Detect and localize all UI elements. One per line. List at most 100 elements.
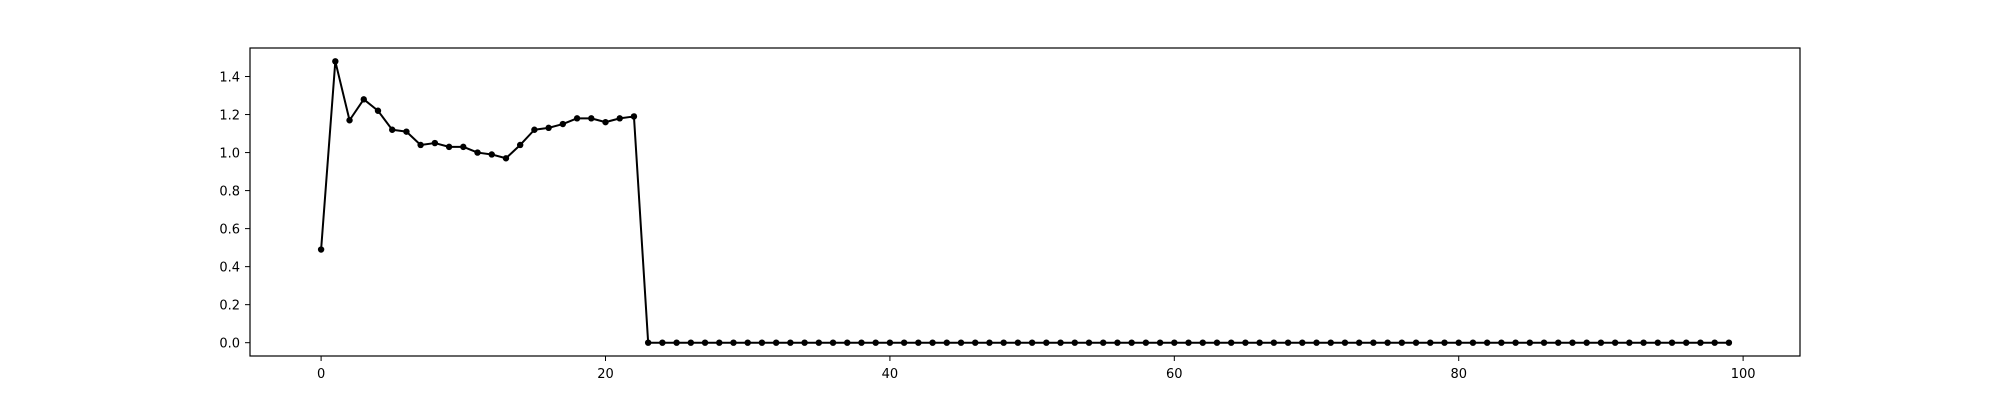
data-point (1299, 339, 1306, 346)
data-point (659, 339, 666, 346)
data-point (701, 339, 709, 346)
data-point (1185, 339, 1192, 346)
data-point (1313, 339, 1320, 346)
data-point (1697, 339, 1704, 346)
data-point (1412, 339, 1420, 346)
data-point (502, 155, 510, 162)
data-point (1683, 339, 1690, 346)
data-point (1128, 339, 1135, 346)
data-point (588, 115, 595, 122)
x-tick-label: 60 (1166, 367, 1183, 382)
data-point (886, 339, 894, 346)
data-point (1156, 339, 1164, 346)
data-point (1498, 339, 1505, 346)
y-tick-label: 0.0 (219, 337, 240, 352)
y-tick-label: 0.8 (219, 185, 240, 200)
x-tick-label: 20 (597, 367, 614, 382)
data-point (531, 126, 538, 133)
data-point (1427, 339, 1434, 346)
data-point (602, 118, 609, 126)
data-point (488, 151, 495, 158)
data-point (1569, 339, 1576, 346)
data-point (957, 339, 965, 346)
data-point (1114, 339, 1121, 346)
data-point (1199, 339, 1206, 346)
x-tick-label: 40 (882, 367, 899, 382)
x-tick-label: 0 (317, 367, 325, 382)
data-point (744, 339, 751, 346)
data-point (1483, 339, 1491, 346)
y-tick-label: 1.2 (219, 109, 240, 124)
data-point (1085, 339, 1093, 346)
data-point (1654, 339, 1661, 346)
data-point (772, 339, 780, 346)
data-point (1398, 339, 1406, 346)
data-point (1341, 339, 1349, 346)
data-point (1597, 339, 1605, 346)
data-point (858, 339, 865, 346)
plot-frame (249, 47, 1801, 357)
x-tick-label: 80 (1450, 367, 1467, 382)
data-point (716, 339, 723, 346)
y-axis: 0.0 0.2 0.4 0.6 0.8 1.0 1.2 1.4 (219, 71, 250, 352)
data-point (1100, 339, 1107, 346)
data-point (559, 120, 567, 128)
data-point (1526, 339, 1534, 346)
data-point (1057, 339, 1064, 346)
data-point (844, 339, 851, 346)
data-point (1725, 339, 1733, 346)
data-point (758, 339, 766, 346)
data-point (1469, 339, 1477, 346)
data-point (1213, 339, 1221, 346)
data-point (1668, 339, 1676, 346)
data-point (1384, 339, 1391, 346)
data-point (1327, 339, 1334, 346)
y-tick-label: 0.6 (219, 223, 240, 238)
data-point (474, 149, 481, 156)
data-point (1227, 339, 1235, 346)
y-tick-label: 0.4 (219, 261, 240, 276)
data-points (317, 58, 1733, 346)
y-tick-label: 1.4 (219, 71, 240, 86)
data-point (829, 339, 837, 346)
data-point (730, 339, 737, 346)
data-point (1626, 339, 1633, 346)
data-point (1540, 339, 1548, 346)
x-tick-label: 100 (1731, 367, 1756, 382)
data-point (1000, 339, 1007, 346)
data-point (972, 339, 979, 346)
data-point (360, 96, 367, 103)
data-point (460, 143, 467, 151)
data-point (1611, 339, 1619, 346)
data-point (573, 115, 581, 122)
data-point (1071, 339, 1078, 346)
data-point (673, 339, 680, 346)
data-point (787, 339, 794, 346)
data-point (445, 143, 453, 151)
data-point (1640, 339, 1647, 346)
data-point (1256, 339, 1263, 346)
data-point (1171, 339, 1178, 346)
data-point (346, 117, 353, 124)
data-point (545, 124, 552, 132)
data-point (1583, 339, 1590, 346)
data-point (1242, 339, 1249, 346)
data-point (1370, 339, 1377, 346)
data-point (815, 339, 823, 346)
data-point (644, 339, 652, 346)
data-point (1284, 339, 1292, 346)
data-point (389, 126, 396, 133)
data-point (943, 339, 950, 346)
data-point (1512, 339, 1519, 346)
data-point (332, 58, 339, 65)
data-point (872, 339, 879, 346)
data-point (687, 339, 695, 346)
y-tick-label: 1.0 (219, 147, 240, 162)
data-point (616, 115, 623, 122)
data-point (1441, 339, 1448, 346)
data-point (1270, 339, 1278, 346)
x-axis: 0 20 40 60 80 100 (317, 356, 1756, 382)
data-point (1014, 339, 1022, 346)
